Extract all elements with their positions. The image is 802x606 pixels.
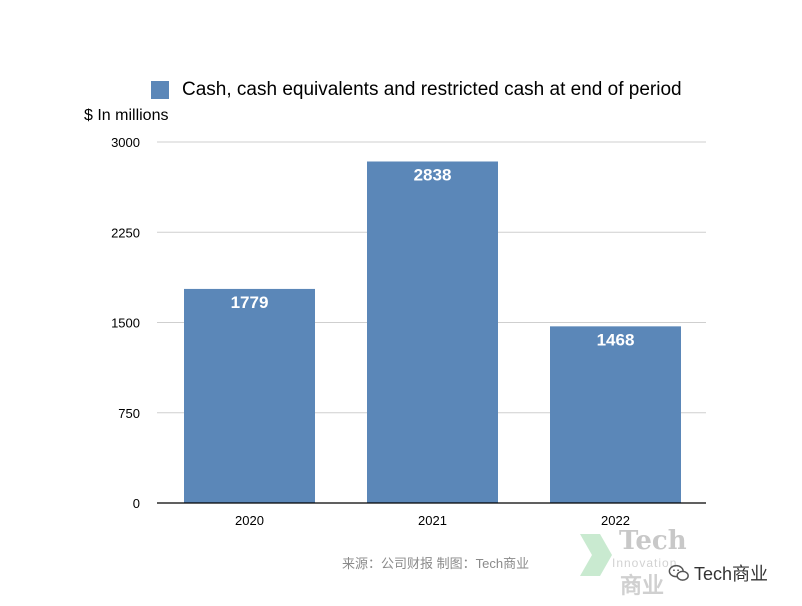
watermark-logo: Tech Innovation 商业: [572, 526, 692, 598]
bar: [184, 288, 315, 503]
watermark-arrow-icon: [580, 534, 612, 576]
x-tick-label: 2022: [601, 513, 630, 528]
watermark-sub: Innovation: [612, 556, 678, 570]
legend: Cash, cash equivalents and restricted ca…: [151, 79, 682, 101]
x-tick-label: 2021: [418, 513, 447, 528]
y-tick-label: 2250: [111, 225, 140, 240]
watermark-tech: Tech: [619, 526, 687, 556]
y-tick-label: 3000: [111, 135, 140, 150]
y-axis-label: $ In millions: [84, 107, 169, 124]
legend-swatch: [151, 81, 169, 99]
brand-label: Tech商业: [694, 564, 769, 584]
watermark-cn: 商业: [620, 573, 665, 598]
legend-label: Cash, cash equivalents and restricted ca…: [182, 79, 682, 100]
y-tick-label: 750: [118, 406, 140, 421]
data-label: 1468: [597, 330, 635, 349]
data-label: 1779: [231, 293, 269, 312]
y-tick-label: 0: [133, 496, 140, 511]
x-tick-label: 2020: [235, 513, 264, 528]
wechat-icon: [668, 564, 689, 581]
y-tick-label: 1500: [111, 316, 140, 331]
data-label: 2838: [414, 165, 452, 184]
bar: [367, 161, 498, 503]
source-note: 来源：公司财报 制图：Tech商业: [342, 556, 530, 571]
bar: [550, 326, 681, 503]
brand-badge: Tech商业: [668, 560, 768, 586]
